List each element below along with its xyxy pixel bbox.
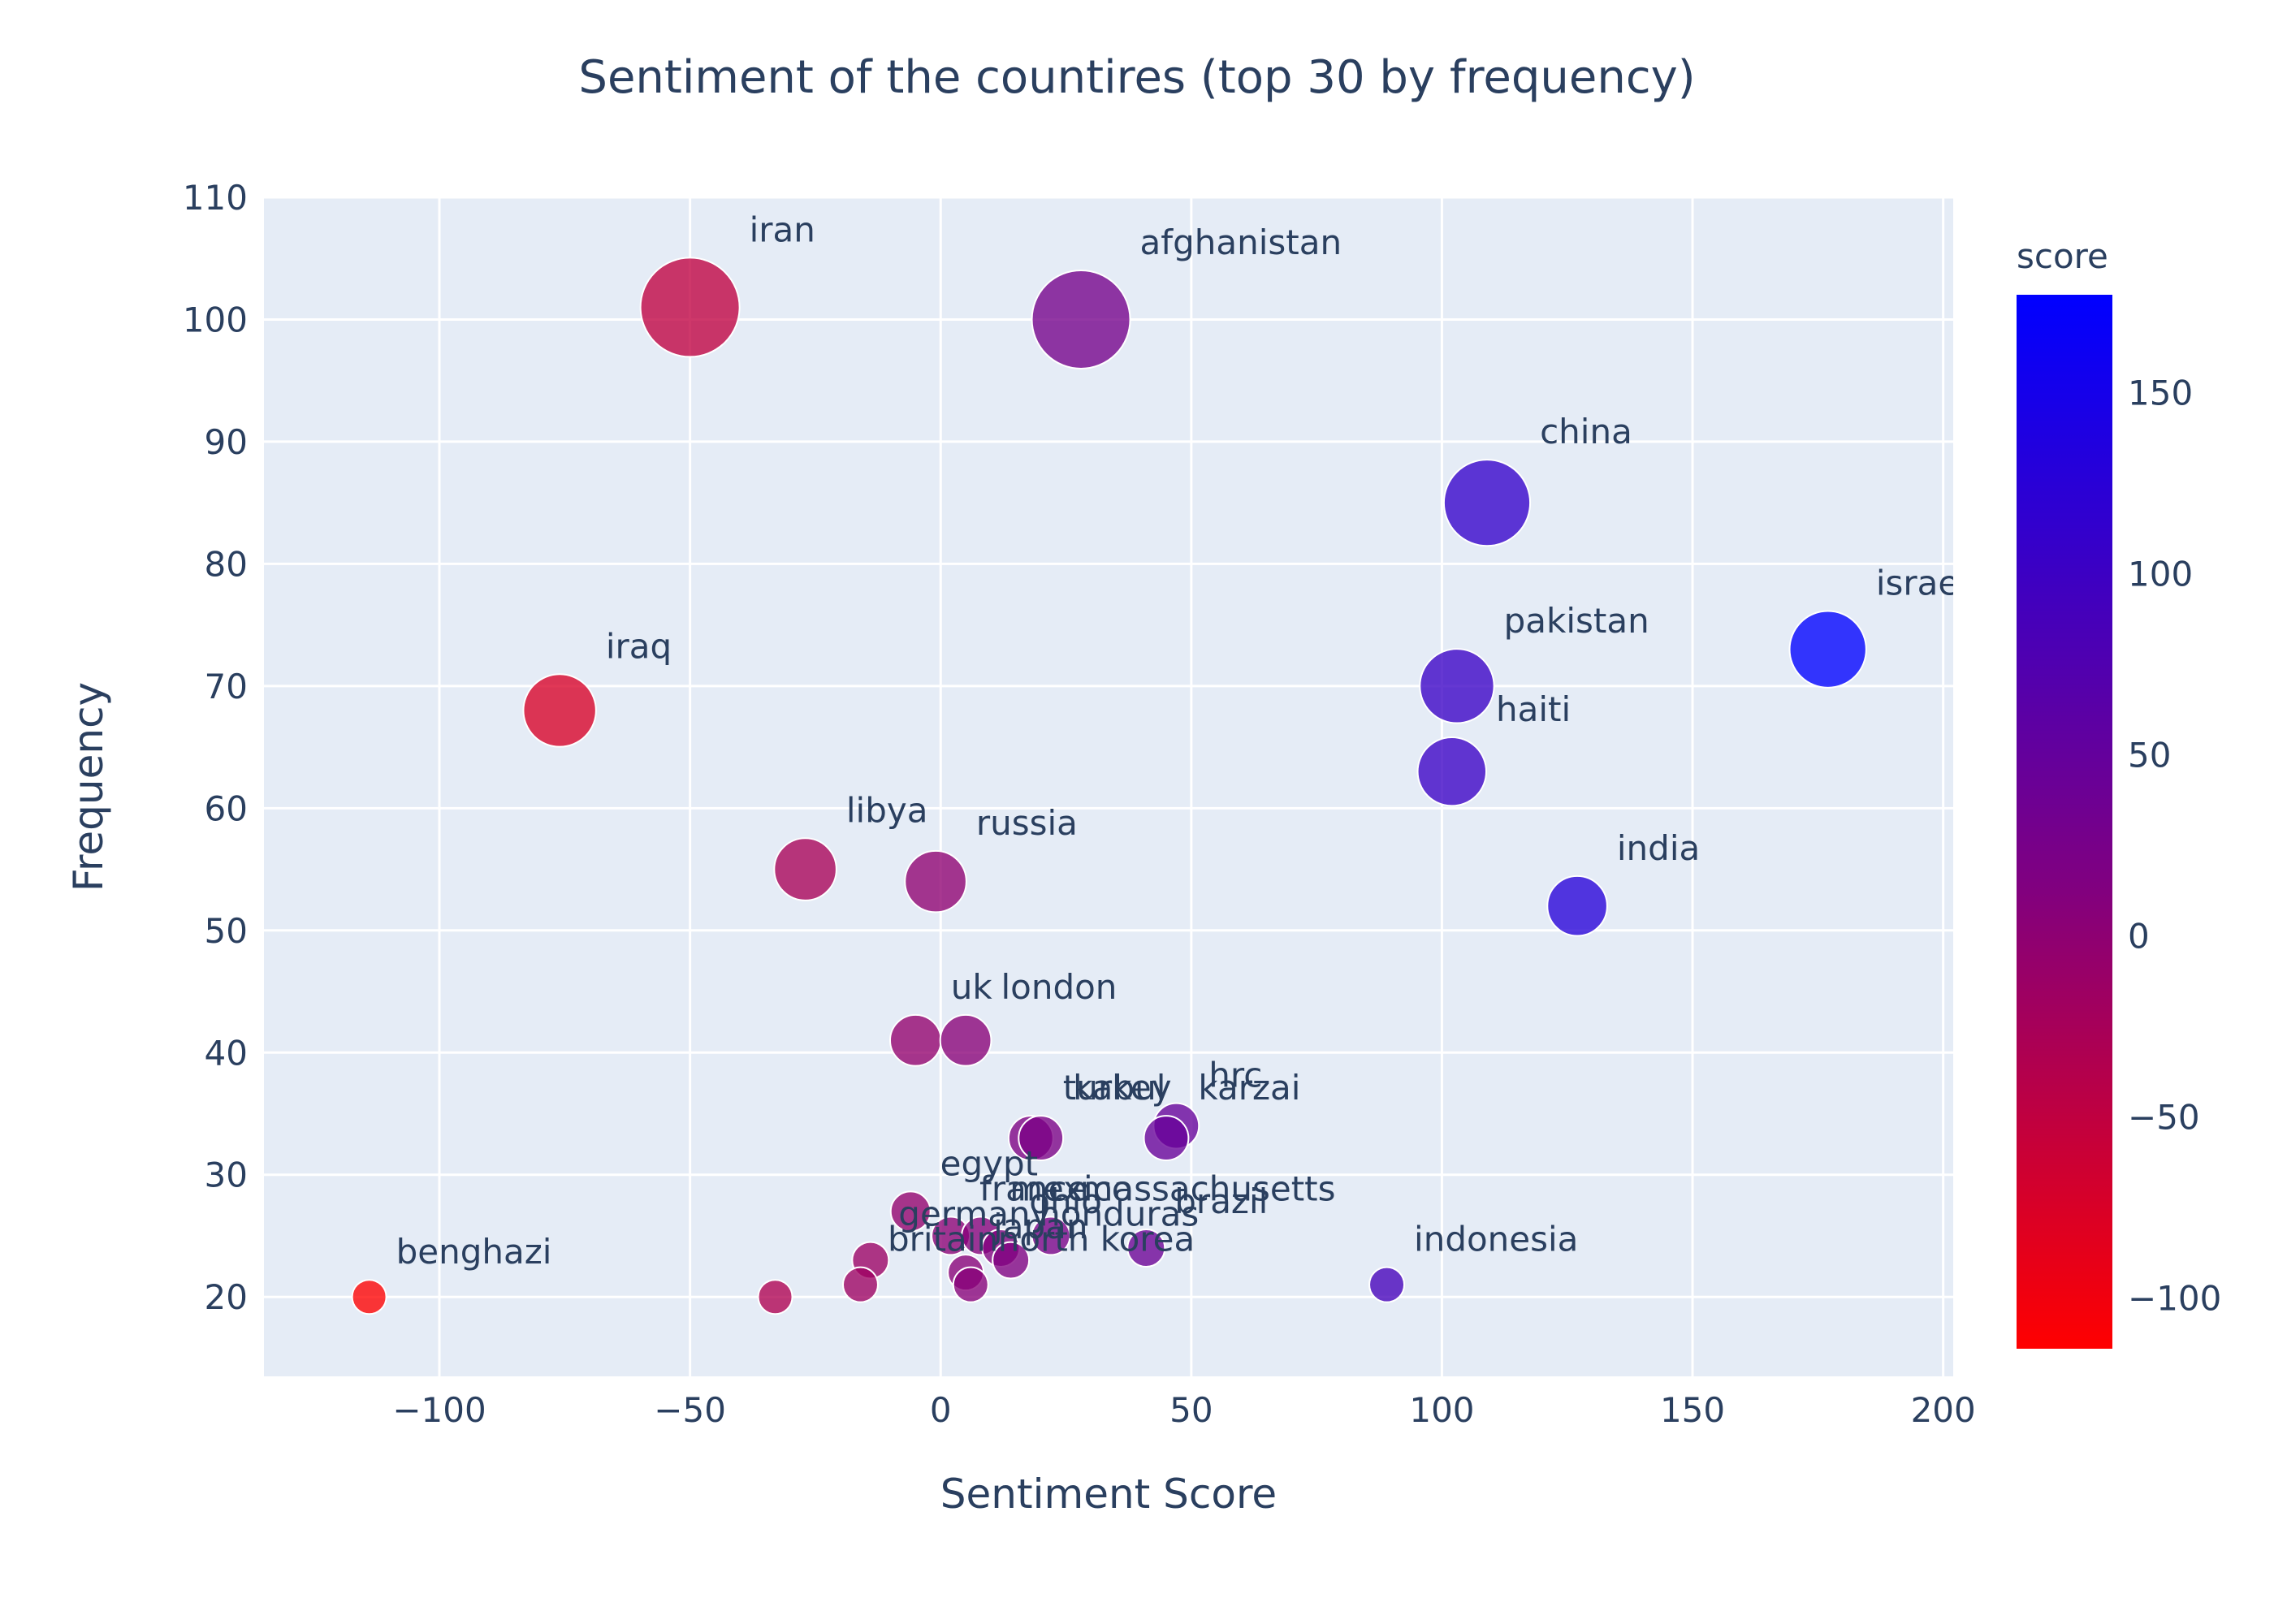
data-point-israel (1788, 610, 1867, 689)
x-tick-label: −100 (392, 1390, 486, 1430)
y-tick-label: 100 (183, 300, 248, 339)
y-tick-label: 90 (205, 422, 248, 462)
data-point-pakistan (1419, 648, 1495, 724)
y-tick-label: 40 (205, 1033, 248, 1073)
data-point-indonesia (1368, 1266, 1406, 1303)
data-label: hrc (1208, 1056, 1262, 1095)
x-axis-label: Sentiment Score (940, 1471, 1277, 1518)
y-tick-label: 20 (205, 1277, 248, 1317)
points-layer (351, 257, 1867, 1315)
data-label: afghanistan (1140, 222, 1342, 262)
colorbar-title: score (2017, 236, 2108, 276)
data-label: mexico (1009, 1168, 1132, 1208)
data-label: libya (846, 790, 928, 830)
colorbar-tick-label: −100 (2128, 1279, 2221, 1319)
data-label: uk (951, 967, 993, 1007)
data-point-egypt (889, 1190, 932, 1233)
y-tick-label: 50 (205, 911, 248, 951)
y-tick-label: 80 (205, 544, 248, 584)
colorbar-ticks: −100 −50 0 50 100 150 (2128, 373, 2221, 1318)
data-point-iraq (522, 673, 597, 748)
data-label: ohio (1029, 1181, 1102, 1221)
data-point-benghazi (351, 1279, 387, 1315)
y-axis-ticks: 20 30 40 50 60 70 80 90 100 110 (183, 178, 248, 1317)
data-point-honduras (992, 1241, 1031, 1280)
data-point-libya (773, 837, 837, 901)
data-label: iraq (606, 626, 672, 666)
data-point-russia (904, 849, 967, 914)
data-point-iran (639, 257, 741, 358)
data-label: brazil (1174, 1181, 1268, 1221)
data-label: london (1001, 967, 1117, 1007)
data-label: germany (898, 1194, 1050, 1234)
plot-background (264, 197, 1953, 1376)
data-label: britain (888, 1220, 998, 1259)
data-label: iran (750, 209, 815, 249)
colorbar-tick-label: −50 (2128, 1098, 2200, 1138)
data-point-britain (841, 1266, 879, 1303)
data-label: turkey (1063, 1068, 1172, 1108)
data-point-london (939, 1013, 992, 1067)
data-label: honduras (1039, 1194, 1199, 1234)
x-tick-label: 50 (1169, 1390, 1213, 1430)
data-label: karzai (1198, 1068, 1300, 1108)
y-tick-label: 110 (183, 178, 248, 218)
colorbar (2017, 295, 2112, 1349)
data-point-haiti (1416, 736, 1488, 807)
data-label: china (1540, 412, 1632, 451)
data-label: france (979, 1168, 1087, 1208)
data-point-north-korea (952, 1266, 989, 1303)
data-label: north korea (998, 1220, 1195, 1259)
data-label: egypt (940, 1143, 1038, 1183)
y-tick-label: 30 (205, 1155, 248, 1195)
data-label: japan (992, 1207, 1087, 1246)
data-point-china (1442, 459, 1532, 547)
chart-title: Sentiment of the countires (top 30 by fr… (578, 51, 1695, 104)
x-axis-ticks: −100 −50 0 50 100 150 200 (392, 1390, 1975, 1430)
colorbar-tick-label: 0 (2128, 917, 2150, 957)
x-tick-label: −50 (654, 1390, 726, 1430)
data-point-brazil (1126, 1229, 1166, 1268)
data-point (757, 1279, 793, 1315)
x-tick-label: 150 (1660, 1390, 1725, 1430)
point-labels: iran afghanistan china israel pakistan iraq ha… (396, 209, 1969, 1272)
data-point-karzai (1143, 1115, 1190, 1162)
data-label: haiti (1496, 689, 1571, 729)
data-label: israel (1876, 564, 1969, 603)
data-point-india (1546, 875, 1608, 937)
grid (264, 196, 1953, 1376)
y-axis-label: Frequency (65, 682, 112, 892)
data-label: massachusetts (1079, 1168, 1335, 1208)
data-label: kabul (1073, 1068, 1165, 1108)
data-point-massachusetts (1031, 1216, 1071, 1256)
data-label: russia (976, 803, 1078, 843)
data-point-afghanistan (1031, 269, 1131, 369)
x-tick-label: 100 (1409, 1390, 1474, 1430)
data-label: benghazi (396, 1232, 552, 1272)
data-label: indonesia (1414, 1220, 1578, 1259)
data-label: india (1617, 828, 1700, 868)
colorbar-tick-label: 100 (2128, 554, 2193, 594)
data-point-kabul (1018, 1115, 1065, 1162)
y-tick-label: 60 (205, 788, 248, 828)
y-tick-label: 70 (205, 667, 248, 706)
colorbar-tick-label: 50 (2128, 735, 2171, 775)
data-point-uk (889, 1013, 942, 1067)
colorbar-tick-label: 150 (2128, 373, 2193, 412)
x-tick-label: 200 (1911, 1390, 1976, 1430)
data-label: pakistan (1504, 601, 1649, 641)
x-tick-label: 0 (930, 1390, 952, 1430)
